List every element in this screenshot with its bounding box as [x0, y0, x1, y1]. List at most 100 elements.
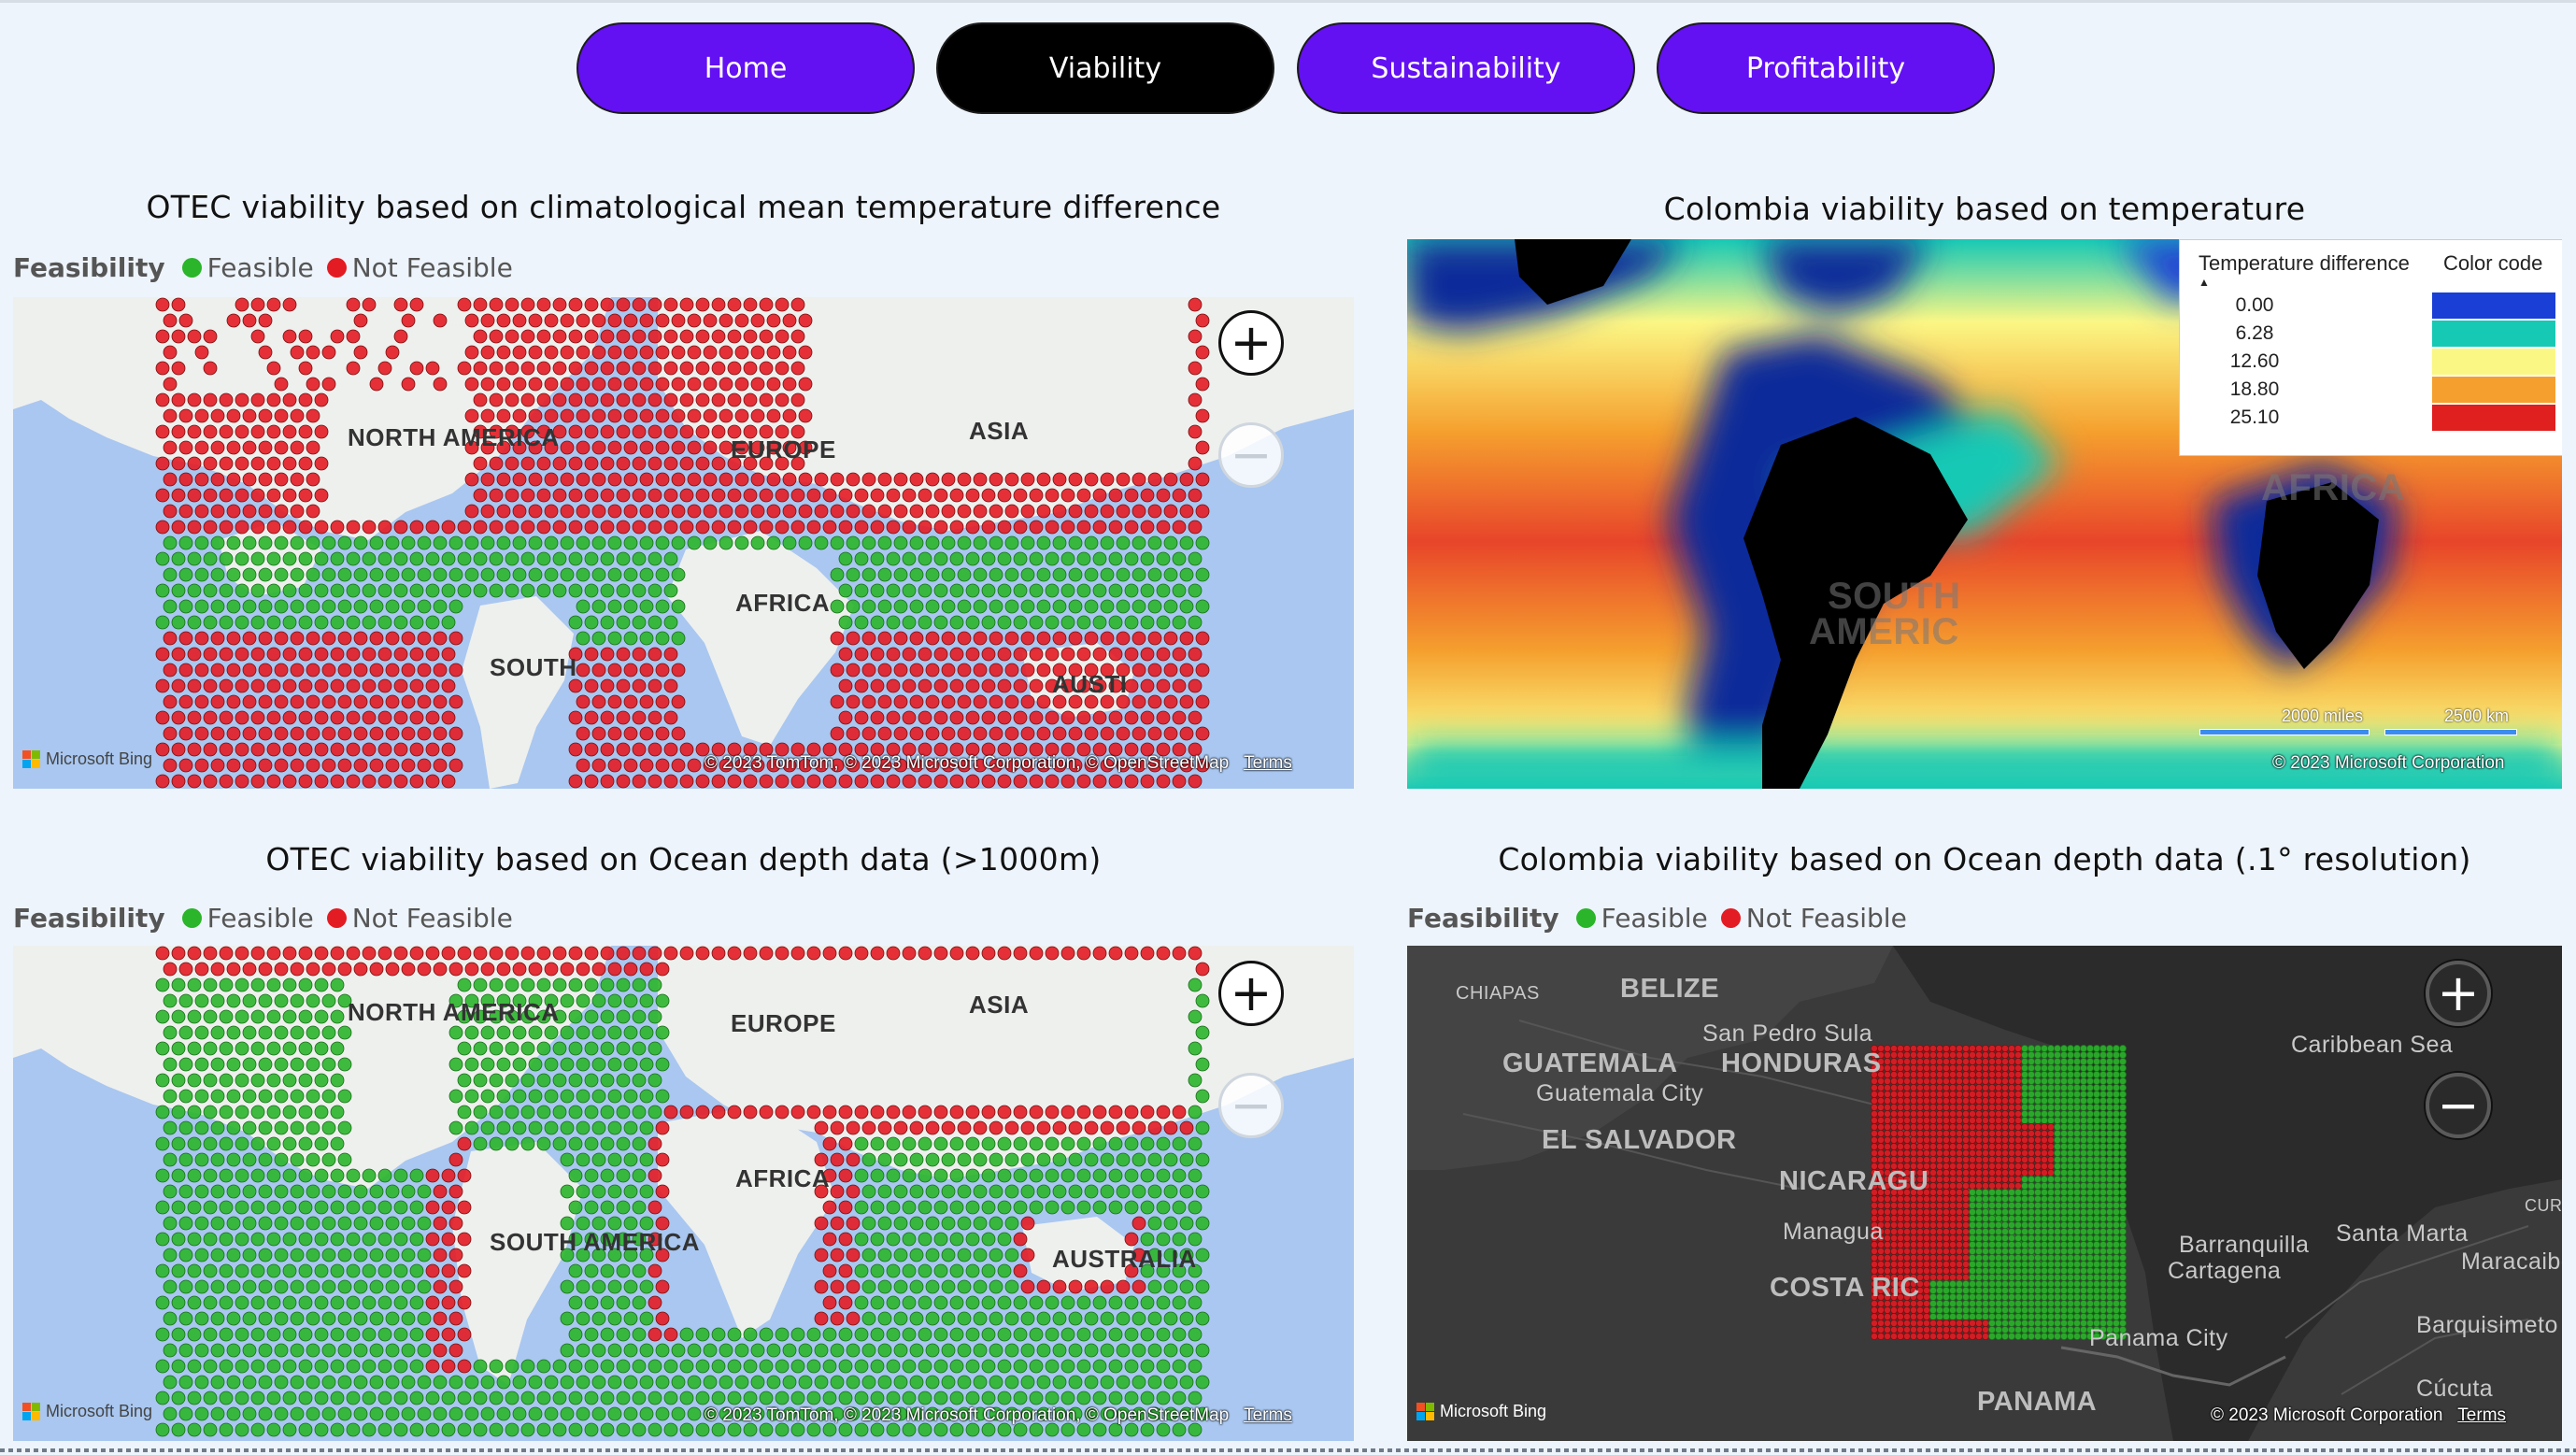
legend-not-feasible-label: Not Feasible [1746, 903, 1907, 934]
label-guatemala-city: Guatemala City [1536, 1080, 1703, 1107]
legend-value: 6.28 [2199, 322, 2311, 345]
bottom-divider [0, 1448, 2576, 1452]
microsoft-logo-icon [1416, 1403, 1434, 1420]
feasible-dot [182, 258, 202, 278]
legend-feasible-label: Feasible [207, 252, 314, 283]
scale-km-label: 2500 km [2444, 706, 2509, 726]
label-belize: BELIZE [1620, 974, 1719, 1005]
panel-tl-title: OTEC viability based on climatological m… [13, 189, 1354, 225]
bing-label: Microsoft Bing [1440, 1402, 1546, 1421]
credit-text: © 2023 TomTom, © 2023 Microsoft Corporat… [704, 1405, 1229, 1425]
legend-br: Feasibility Feasible Not Feasible [1407, 903, 1920, 934]
microsoft-logo-icon [22, 750, 40, 768]
map-credit: © 2023 TomTom, © 2023 Microsoft Corporat… [704, 753, 1292, 774]
label-africa: AFRICA [2261, 467, 2405, 509]
microsoft-logo-icon [22, 1403, 40, 1420]
legend-value: 0.00 [2199, 294, 2311, 317]
legend-value: 25.10 [2199, 407, 2311, 429]
map-depth-world[interactable]: NORTH AMERICA EUROPE ASIA AFRICA SOUTH A… [13, 946, 1354, 1441]
label-san-pedro-sula: San Pedro Sula [1702, 1020, 1872, 1048]
label-panama-city: Panama City [2089, 1325, 2228, 1352]
label-panama: PANAMA [1977, 1387, 2097, 1418]
map-depth-colombia[interactable]: CHIAPAS BELIZE San Pedro Sula GUATEMALA … [1407, 946, 2562, 1441]
legend-value: 12.60 [2199, 350, 2311, 373]
zoom-in-button[interactable]: + [2426, 961, 2491, 1026]
nav-home-button[interactable]: Home [576, 22, 915, 114]
nav-viability-button[interactable]: Viability [936, 22, 1274, 114]
map-credit: © 2023 TomTom, © 2023 Microsoft Corporat… [704, 1405, 1292, 1426]
label-south-america: SOUTH AMERICA [490, 1228, 700, 1257]
label-maracaibo: Maracaibo [2461, 1248, 2562, 1276]
panel-br-title: Colombia viability based on Ocean depth … [1407, 841, 2562, 877]
legend-value: 18.80 [2199, 378, 2311, 401]
label-caribbean-sea: Caribbean Sea [2291, 1032, 2453, 1059]
label-north-america: NORTH AMERICA [348, 423, 560, 452]
legend-title: Feasibility [13, 252, 165, 283]
legend-swatch [2432, 321, 2555, 347]
bing-label: Microsoft Bing [46, 1402, 152, 1421]
legend-feasible[interactable]: Feasible [1576, 903, 1708, 934]
legend-not-feasible-label: Not Feasible [352, 252, 513, 283]
label-america: AMERIC [1809, 611, 1959, 653]
legend-title: Feasibility [1407, 903, 1559, 934]
nav-profitability-button[interactable]: Profitability [1657, 22, 1995, 114]
label-north-america: NORTH AMERICA [348, 998, 560, 1027]
zoom-in-button[interactable]: + [1218, 961, 1284, 1026]
label-cucuta: Cúcuta [2416, 1376, 2493, 1403]
credit-text: © 2023 Microsoft Corporation [2211, 1405, 2442, 1425]
label-managua: Managua [1783, 1219, 1884, 1246]
legend-not-feasible[interactable]: Not Feasible [1721, 903, 1907, 934]
legend-header-temperature[interactable]: Temperature difference [2199, 251, 2410, 276]
legend-feasible-label: Feasible [1601, 903, 1708, 934]
depth-grid-layer [1407, 946, 2562, 1441]
map-credit: © 2023 Microsoft Corporation Terms [2211, 1405, 2506, 1426]
panel-bl-title: OTEC viability based on Ocean depth data… [13, 841, 1354, 877]
legend-title: Feasibility [13, 903, 165, 934]
map-temperature-world[interactable]: NORTH AMERICA EUROPE ASIA AFRICA SOUTH A… [13, 297, 1354, 789]
terms-link[interactable]: Terms [1244, 753, 1292, 773]
legend-feasible-label: Feasible [207, 903, 314, 934]
label-asia: ASIA [969, 991, 1029, 1020]
panel-tr-title: Colombia viability based on temperature [1407, 191, 2562, 227]
map-temperature-colombia[interactable]: SOUTH AMERIC AFRICA Temperature differen… [1407, 239, 2562, 789]
zoom-out-button[interactable]: − [1218, 422, 1284, 488]
legend-not-feasible[interactable]: Not Feasible [327, 252, 513, 283]
label-barquisimeto: Barquisimeto [2416, 1312, 2558, 1339]
scale-bar-miles-line [2199, 729, 2370, 735]
terms-link[interactable]: Terms [2457, 1405, 2506, 1425]
label-africa: AFRICA [735, 1164, 830, 1193]
not-feasible-dot [327, 908, 347, 928]
legend-swatch [2432, 349, 2555, 375]
legend-not-feasible[interactable]: Not Feasible [327, 903, 513, 934]
bing-logo: Microsoft Bing [22, 1402, 152, 1421]
label-africa: AFRICA [735, 589, 830, 618]
sort-ascending-icon: ▲ [2199, 276, 2210, 289]
label-guatemala: GUATEMALA [1502, 1048, 1678, 1079]
bing-logo: Microsoft Bing [22, 749, 152, 769]
legend-feasible[interactable]: Feasible [182, 903, 314, 934]
not-feasible-dot [327, 258, 347, 278]
feasible-dot [182, 908, 202, 928]
label-santa-marta: Santa Marta [2336, 1220, 2469, 1248]
label-asia: ASIA [969, 417, 1029, 446]
label-south: SOUTH [490, 653, 577, 682]
legend-not-feasible-label: Not Feasible [352, 903, 513, 934]
zoom-out-button[interactable]: − [1218, 1073, 1284, 1138]
label-nicaragua: NICARAGU [1779, 1166, 1928, 1197]
legend-tl: Feasibility Feasible Not Feasible [13, 252, 526, 283]
label-barranquilla: Barranquilla [2179, 1232, 2309, 1259]
legend-swatch [2432, 292, 2555, 319]
label-curacao: CURA [2525, 1196, 2562, 1216]
label-australia: AUSTRALIA [1052, 1245, 1197, 1274]
feasible-dot [1576, 908, 1596, 928]
legend-feasible[interactable]: Feasible [182, 252, 314, 283]
legend-header-color[interactable]: Color code [2443, 251, 2542, 276]
legend-swatch [2432, 405, 2555, 431]
zoom-out-button[interactable]: − [2426, 1073, 2491, 1138]
bing-logo: Microsoft Bing [1416, 1402, 1546, 1421]
nav-sustainability-button[interactable]: Sustainability [1297, 22, 1635, 114]
label-chiapas: CHIAPAS [1456, 983, 1540, 1005]
credit-text: © 2023 TomTom, © 2023 Microsoft Corporat… [704, 753, 1229, 773]
terms-link[interactable]: Terms [1244, 1405, 1292, 1425]
zoom-in-button[interactable]: + [1218, 310, 1284, 376]
